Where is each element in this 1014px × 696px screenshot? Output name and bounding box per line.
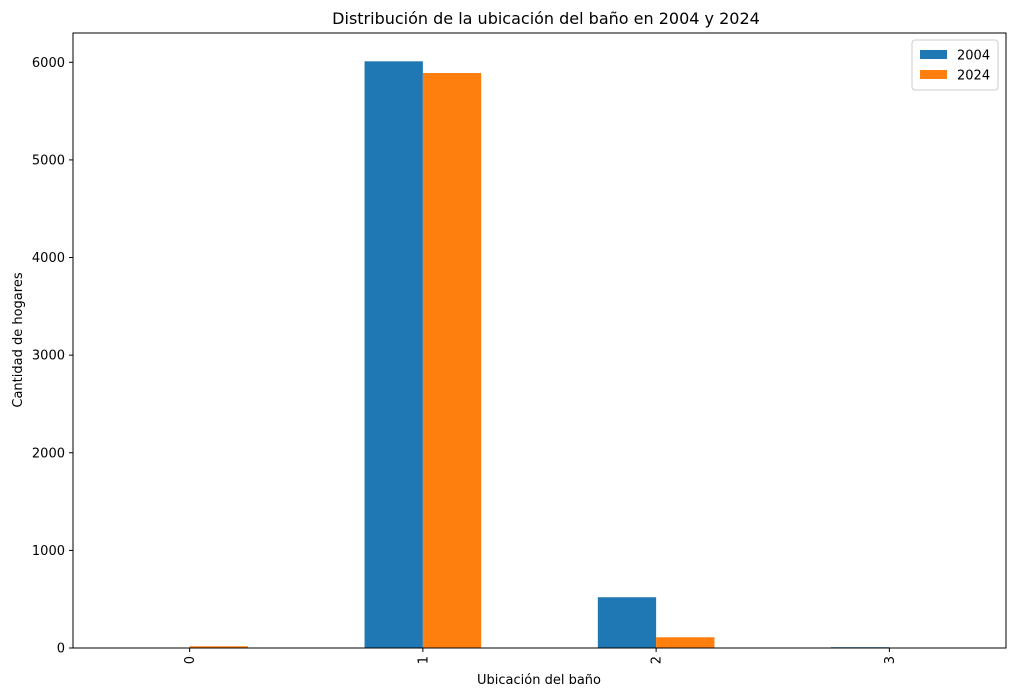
y-tick-label: 6000 bbox=[32, 56, 65, 71]
bar-2004-1 bbox=[364, 61, 423, 649]
y-tick-label: 4000 bbox=[32, 251, 65, 266]
y-tick-label: 1000 bbox=[32, 544, 65, 559]
y-tick-label: 0 bbox=[57, 642, 65, 657]
x-tick-label: 2 bbox=[650, 656, 665, 664]
y-tick-label: 5000 bbox=[32, 153, 65, 168]
y-tick-label: 3000 bbox=[32, 349, 65, 364]
legend-label-2024: 2024 bbox=[957, 69, 990, 84]
x-tick-label: 3 bbox=[883, 656, 898, 664]
x-axis-label: Ubicación del baño bbox=[477, 673, 601, 688]
x-tick-label: 1 bbox=[416, 656, 431, 664]
bar-2024-0 bbox=[189, 646, 248, 648]
legend: 2004 2024 bbox=[911, 39, 999, 91]
x-tick-label: 0 bbox=[183, 656, 198, 664]
y-tick-label: 2000 bbox=[32, 446, 65, 461]
bar-2024-1 bbox=[422, 73, 482, 649]
chart-title: Distribución de la ubicación del baño en… bbox=[332, 9, 760, 28]
legend-label-2004: 2004 bbox=[957, 49, 990, 64]
legend-swatch-2004 bbox=[920, 50, 947, 59]
bar-2004-2 bbox=[597, 597, 657, 648]
legend-swatch-2024 bbox=[920, 70, 947, 79]
y-axis-label: Cantidad de hogares bbox=[11, 272, 26, 407]
plot-area: 0 1000 2000 3000 4000 5000 6000 0 1 2 3 bbox=[32, 32, 1007, 664]
bar-2024-2 bbox=[656, 637, 715, 648]
axes-frame bbox=[72, 32, 1007, 649]
